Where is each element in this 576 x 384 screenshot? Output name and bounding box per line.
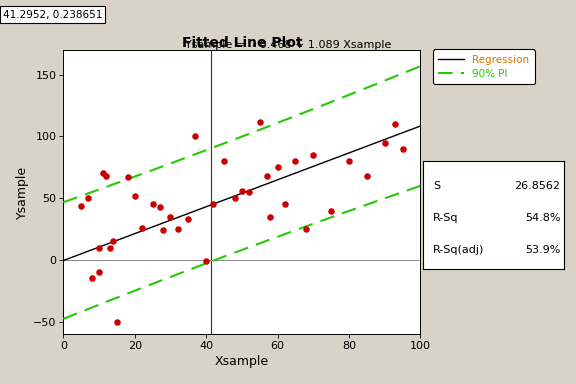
Text: 0: 0	[427, 255, 434, 265]
Point	[202, 258, 211, 264]
Point	[398, 146, 407, 152]
Point	[109, 238, 118, 245]
Point	[273, 164, 282, 170]
Title: Fitted Line Plot: Fitted Line Plot	[181, 36, 302, 50]
Text: S: S	[433, 180, 441, 190]
Point	[230, 195, 240, 201]
Point	[362, 173, 372, 179]
Point	[105, 245, 115, 251]
Point	[101, 173, 111, 179]
Point	[94, 269, 104, 275]
Point	[184, 216, 193, 222]
Point	[137, 225, 146, 231]
Point	[98, 170, 107, 177]
Point	[219, 158, 229, 164]
Point	[191, 133, 200, 139]
Point	[327, 207, 336, 214]
Point	[280, 201, 289, 207]
Point	[309, 152, 318, 158]
Point	[159, 227, 168, 233]
Text: Ysample =  - 0.468 + 1.089 Xsample: Ysample = - 0.468 + 1.089 Xsample	[185, 40, 391, 50]
Legend: Regression, 90% PI: Regression, 90% PI	[433, 50, 535, 84]
Text: R-Sq(adj): R-Sq(adj)	[433, 245, 484, 255]
Point	[84, 195, 93, 201]
Point	[130, 193, 139, 199]
Y-axis label: Ysample: Ysample	[16, 166, 29, 218]
Point	[173, 226, 182, 232]
Point	[302, 226, 311, 232]
X-axis label: Xsample: Xsample	[215, 355, 269, 368]
Text: 26.8562: 26.8562	[514, 180, 560, 190]
Point	[94, 245, 104, 251]
Point	[112, 319, 122, 325]
Point	[166, 214, 175, 220]
Point	[391, 121, 400, 127]
Point	[255, 119, 264, 125]
Point	[88, 275, 97, 281]
Point	[244, 189, 253, 195]
Point	[380, 139, 389, 146]
Point	[237, 188, 247, 194]
Text: 41.2952, 0.238651: 41.2952, 0.238651	[3, 10, 103, 20]
Point	[344, 158, 354, 164]
Text: R-Sq: R-Sq	[433, 213, 458, 223]
Point	[77, 202, 86, 209]
Text: 54.8%: 54.8%	[525, 213, 560, 223]
Point	[155, 204, 164, 210]
Point	[209, 201, 218, 207]
Point	[262, 173, 271, 179]
Point	[291, 158, 300, 164]
Text: 53.9%: 53.9%	[525, 245, 560, 255]
Point	[148, 201, 157, 207]
Point	[266, 214, 275, 220]
Point	[123, 174, 132, 180]
